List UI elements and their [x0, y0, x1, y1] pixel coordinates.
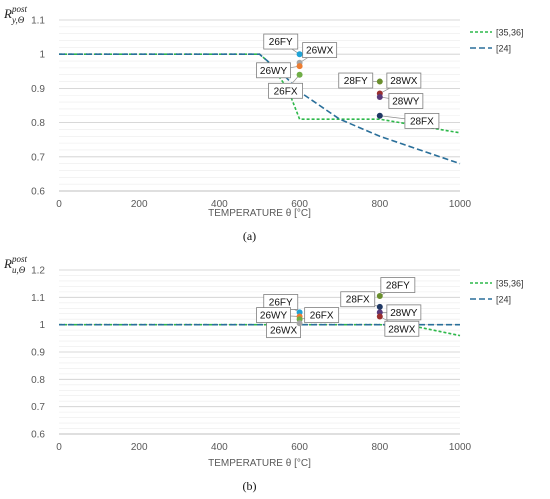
chart-panel-b: 0.6 0.7 0.8 0.9 1 1.1 1.2 0 200 400 600 800 1000 TEMP… — [3, 254, 524, 493]
legend-label: [35,36] — [496, 279, 524, 289]
data-point — [376, 303, 383, 310]
data-label: 26FX — [274, 86, 298, 97]
data-label: 28WX — [390, 76, 418, 87]
x-tick-label: 400 — [211, 442, 228, 453]
callout-box — [380, 277, 416, 293]
x-tick-label: 1000 — [449, 442, 472, 453]
data-point — [296, 320, 303, 327]
series-line — [59, 53, 461, 134]
data-point — [296, 309, 303, 316]
legend-label: [24] — [496, 44, 511, 54]
panel-caption: (a) — [243, 229, 256, 243]
callout-box — [386, 72, 422, 89]
y-tick-label: 0.6 — [31, 187, 45, 198]
data-label: 28WY — [390, 308, 418, 319]
data-point — [376, 313, 383, 320]
x-axis-title: TEMPERATURE θ [°C] — [208, 458, 311, 469]
data-label: 26WY — [260, 311, 288, 322]
callout-box — [384, 320, 420, 337]
y-tick-label: 0.8 — [31, 118, 45, 129]
panel-caption: (b) — [243, 479, 257, 493]
x-tick-label: 200 — [131, 199, 148, 210]
x-tick-label: 600 — [291, 199, 308, 210]
data-point — [376, 78, 383, 85]
data-label: 26FX — [310, 311, 334, 322]
data-point — [376, 309, 383, 316]
data-label: 26FY — [269, 37, 293, 48]
x-axis-title: TEMPERATURE θ [°C] — [208, 208, 311, 219]
x-tick-label: 600 — [291, 442, 308, 453]
callout-box — [266, 322, 301, 339]
y-tick-label: 0.7 — [31, 152, 45, 163]
callout-box — [386, 304, 422, 321]
y-tick-label: 1.1 — [31, 16, 45, 27]
data-label: 26WX — [270, 326, 298, 337]
x-tick-label: 0 — [56, 442, 62, 453]
y-axis-title: Rpost u,Θ — [3, 254, 27, 275]
data-point — [376, 292, 383, 299]
y-tick-label: 1 — [39, 320, 45, 331]
y-tick-label: 0.9 — [31, 84, 45, 95]
y-tick-label: 0.8 — [31, 375, 45, 386]
y-tick-label: 1 — [39, 50, 45, 61]
data-label: 28WY — [392, 97, 420, 108]
data-point — [296, 71, 303, 78]
x-tick-label: 400 — [211, 199, 228, 210]
data-label: 26WY — [260, 66, 288, 77]
data-point — [296, 51, 303, 58]
x-tick-label: 800 — [371, 199, 388, 210]
callout-box — [263, 33, 299, 50]
data-point — [376, 93, 383, 100]
callout-box — [404, 112, 440, 129]
y-tick-label: 0.6 — [31, 430, 45, 441]
data-label: 28FY — [344, 76, 368, 87]
x-tick-label: 1000 — [449, 199, 472, 210]
x-tick-label: 800 — [371, 442, 388, 453]
x-tick-label: 200 — [131, 442, 148, 453]
data-label: 28WX — [388, 324, 416, 335]
y-tick-label: 1.2 — [31, 266, 45, 277]
callout-box — [304, 307, 340, 324]
callout-box — [302, 42, 338, 58]
callout-box — [256, 62, 291, 79]
data-label: 28FX — [410, 116, 434, 127]
callout-box — [268, 82, 303, 99]
data-label: 26FY — [269, 297, 293, 308]
data-point — [376, 112, 383, 119]
callout-box — [340, 291, 376, 308]
data-label: 28FX — [346, 295, 370, 306]
legend-label: [35,36] — [496, 28, 524, 38]
y-axis-title: Rpost y,Θ — [3, 4, 27, 25]
data-point — [296, 316, 303, 323]
y-tick-label: 0.7 — [31, 402, 45, 413]
data-point — [296, 63, 303, 70]
data-label: 26WX — [306, 46, 334, 57]
y-tick-label: 0.9 — [31, 348, 45, 359]
legend-label: [24] — [496, 295, 511, 305]
callout-box — [338, 72, 374, 89]
y-tick-label: 1.1 — [31, 293, 45, 304]
callout-box — [388, 93, 424, 109]
chart-panel-a: 0.6 0.7 0.8 0.9 1 1.1 0 200 400 600 800 1000 TEMPERA… — [3, 4, 524, 243]
x-tick-label: 0 — [56, 199, 62, 210]
data-label: 28FY — [386, 281, 410, 292]
